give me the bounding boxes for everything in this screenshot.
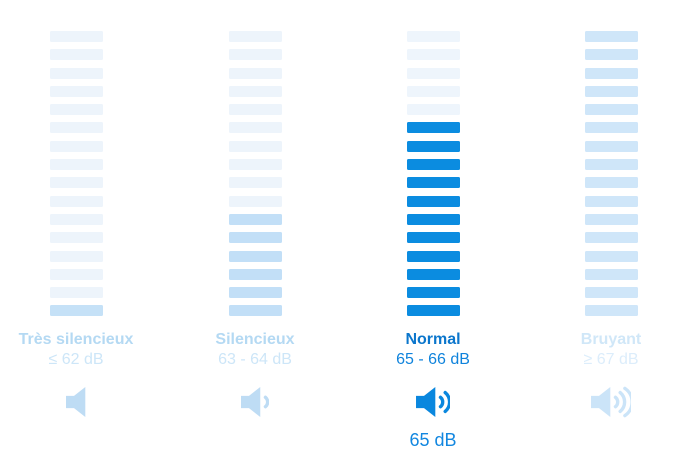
level-bar — [228, 104, 282, 116]
level-bar — [228, 232, 282, 244]
level-bar — [584, 195, 638, 207]
level-bar — [584, 287, 638, 299]
current-noise-value: 65 dB — [409, 430, 457, 451]
speaker-icon-row — [536, 386, 686, 418]
level-bar — [406, 122, 460, 134]
level-bar — [406, 213, 460, 225]
level-bar — [406, 177, 460, 189]
speaker-1-waves-icon — [240, 387, 270, 418]
level-bar — [49, 104, 103, 116]
level-bar — [584, 85, 638, 97]
column-title: Silencieux — [215, 331, 295, 349]
noise-column-tres-silencieux: Très silencieux ≤ 62 dB — [1, 31, 151, 418]
level-bar — [584, 67, 638, 79]
level-bar — [406, 31, 460, 42]
bar-stack — [228, 31, 282, 317]
level-bar — [406, 104, 460, 116]
level-bar — [406, 268, 460, 280]
column-title: Normal — [405, 331, 461, 349]
level-bar — [49, 195, 103, 207]
column-title: Bruyant — [580, 331, 642, 349]
level-bar — [228, 159, 282, 171]
level-bar — [49, 140, 103, 152]
level-bar — [49, 305, 103, 317]
level-bar — [228, 177, 282, 189]
level-bar — [406, 67, 460, 79]
level-bar — [406, 232, 460, 244]
level-bar — [584, 49, 638, 61]
column-range: 63 - 64 dB — [218, 351, 292, 369]
level-bar — [406, 140, 460, 152]
level-bar — [228, 268, 282, 280]
level-bar — [584, 140, 638, 152]
level-bar — [228, 305, 282, 317]
level-bar — [406, 49, 460, 61]
level-bar — [228, 67, 282, 79]
level-bar — [584, 177, 638, 189]
level-bar — [49, 213, 103, 225]
level-bar — [584, 159, 638, 171]
level-bar — [228, 195, 282, 207]
level-bar — [406, 159, 460, 171]
level-bar — [228, 287, 282, 299]
speaker-icon-row — [1, 386, 151, 418]
level-bar — [584, 122, 638, 134]
noise-column-silencieux: Silencieux 63 - 64 dB — [180, 31, 330, 418]
speaker-3-waves-icon — [590, 387, 632, 418]
level-bar — [49, 85, 103, 97]
level-bar — [584, 250, 638, 262]
level-bar — [228, 49, 282, 61]
level-bar — [584, 213, 638, 225]
bar-stack — [49, 31, 103, 317]
level-bar — [49, 159, 103, 171]
level-bar — [406, 287, 460, 299]
bar-stack — [406, 31, 460, 317]
level-bar — [228, 122, 282, 134]
level-bar — [49, 31, 103, 42]
level-bar — [49, 67, 103, 79]
column-range: ≤ 62 dB — [48, 351, 104, 369]
noise-column-normal: Normal 65 - 66 dB 65 dB — [358, 31, 508, 450]
level-bar — [49, 177, 103, 189]
speaker-0-waves-icon — [66, 387, 86, 418]
column-range: ≥ 67 dB — [583, 351, 639, 369]
level-bar — [406, 195, 460, 207]
level-bar — [49, 49, 103, 61]
level-bar — [406, 305, 460, 317]
level-bar — [49, 232, 103, 244]
bar-stack — [584, 31, 638, 317]
level-bar — [228, 140, 282, 152]
level-bar — [584, 305, 638, 317]
level-bar — [584, 232, 638, 244]
level-bar — [406, 250, 460, 262]
level-bar — [49, 268, 103, 280]
column-range: 65 - 66 dB — [396, 351, 470, 369]
column-title: Très silencieux — [18, 331, 134, 349]
level-bar — [228, 85, 282, 97]
level-bar — [584, 104, 638, 116]
speaker-icon-row — [358, 386, 508, 418]
noise-column-bruyant: Bruyant ≥ 67 dB — [536, 31, 686, 418]
level-bar — [584, 31, 638, 42]
level-bar — [584, 268, 638, 280]
level-bar — [228, 250, 282, 262]
level-bar — [49, 122, 103, 134]
speaker-icon-row — [180, 386, 330, 418]
level-bar — [406, 85, 460, 97]
level-bar — [49, 250, 103, 262]
level-bar — [228, 213, 282, 225]
level-bar — [228, 31, 282, 42]
level-bar — [49, 287, 103, 299]
speaker-2-waves-icon — [415, 387, 451, 418]
